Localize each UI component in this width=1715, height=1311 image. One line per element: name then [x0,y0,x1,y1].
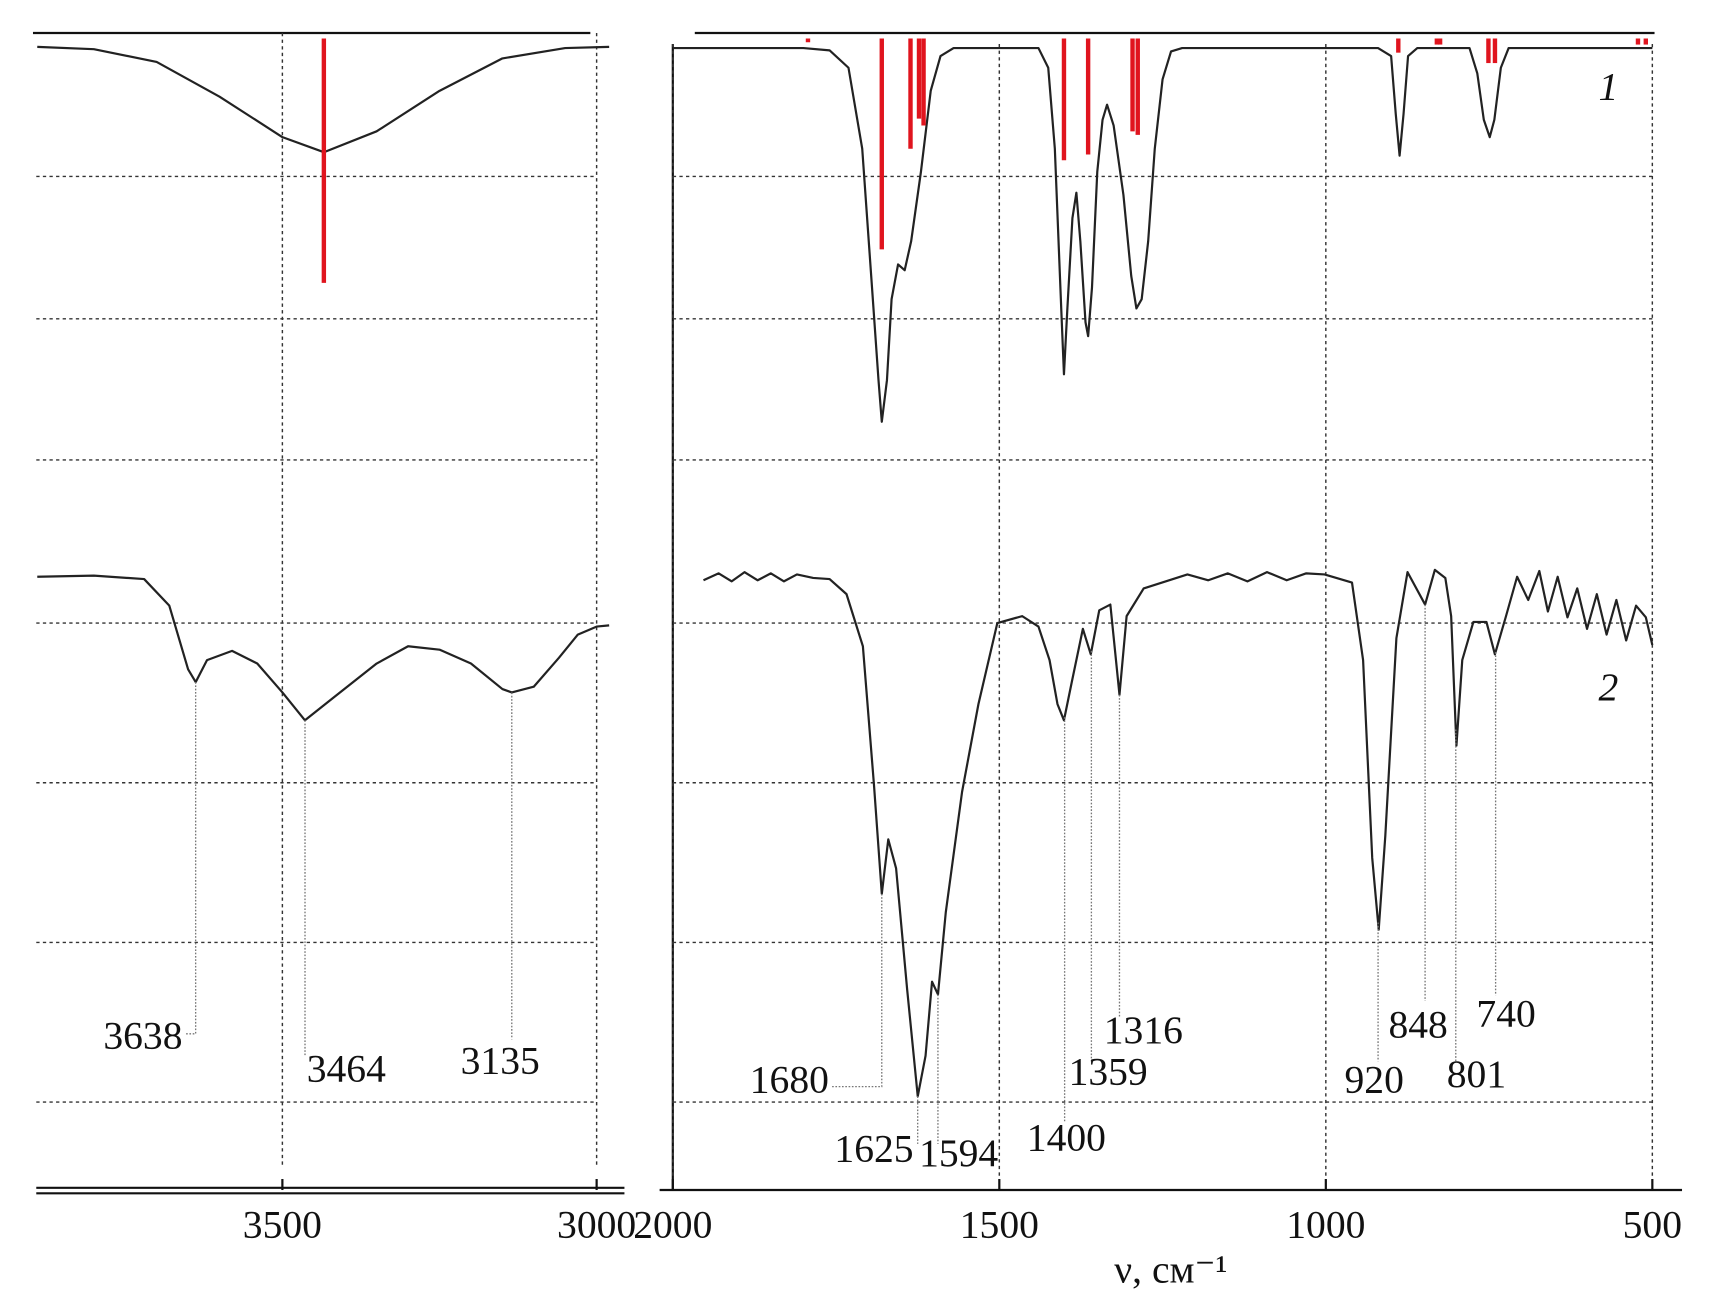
series-label: 1 [1598,64,1618,108]
peak-label: 801 [1447,1052,1506,1096]
peak-label: 848 [1388,1002,1447,1046]
x-tick-label: 1500 [960,1203,1039,1247]
peak-label: 1680 [750,1057,829,1101]
x-tick-label: 2000 [633,1203,712,1247]
peak-label: 740 [1476,991,1535,1035]
peak-leader [831,893,883,1088]
peak-label: 1316 [1104,1008,1183,1052]
series-label: 2 [1598,665,1618,709]
peak-label: 3135 [461,1039,540,1083]
peak-leader [184,682,197,1035]
peak-label: 1400 [1027,1116,1106,1160]
x-axis-label: ν, см⁻¹ [1114,1248,1227,1292]
spectrum-line [672,46,1653,423]
peak-label: 1594 [919,1131,998,1175]
peak-label: 3638 [103,1013,182,1057]
x-tick-label: 1000 [1286,1203,1365,1247]
spectrum-line [703,568,1654,1098]
x-tick-label: 500 [1623,1203,1682,1247]
peak-label: 920 [1345,1057,1404,1101]
x-tick-label: 3500 [243,1203,322,1247]
peak-label: 1359 [1069,1050,1148,1094]
x-tick-label: 3000 [557,1203,636,1247]
peak-label: 1625 [834,1127,913,1171]
spectrum-line [37,574,610,722]
peak-label: 3464 [307,1046,386,1090]
